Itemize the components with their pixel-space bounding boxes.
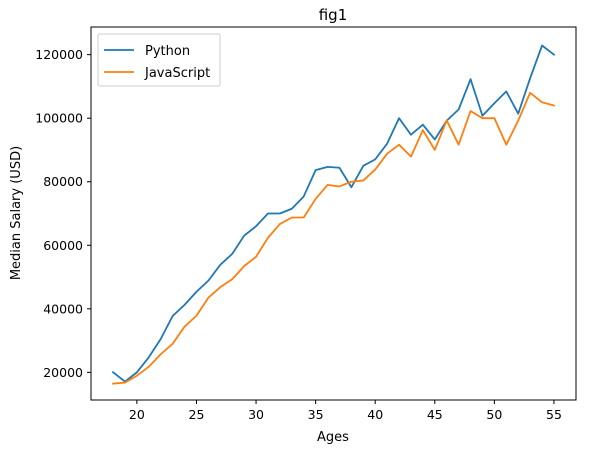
x-tick-label: 50 <box>486 407 502 422</box>
chart-title: fig1 <box>319 6 348 24</box>
plot-frame <box>90 26 577 401</box>
y-axis-label: Median Salary (USD) <box>9 146 24 280</box>
y-tick-label: 20000 <box>43 365 83 380</box>
x-axis-label: Ages <box>317 430 349 445</box>
x-tick-label: 45 <box>427 407 443 422</box>
y-tick-label: 40000 <box>43 301 83 316</box>
y-tick-label: 80000 <box>43 174 83 189</box>
x-tick-label: 20 <box>129 407 145 422</box>
y-axis: 20000 40000 60000 80000 100000 120000 <box>35 47 91 380</box>
x-tick-label: 35 <box>308 407 324 422</box>
series-layer <box>111 44 556 385</box>
x-tick-label: 55 <box>546 407 562 422</box>
y-tick-label: 100000 <box>35 111 83 126</box>
x-tick-label: 40 <box>367 407 383 422</box>
series-line-python <box>111 44 556 383</box>
legend: Python JavaScript <box>97 33 221 87</box>
series-line-javascript <box>112 91 556 385</box>
x-tick-label: 25 <box>189 407 205 422</box>
legend-label-javascript: JavaScript <box>144 66 210 81</box>
legend-label-python: Python <box>145 44 190 59</box>
y-tick-label: 60000 <box>43 238 83 253</box>
legend-box <box>97 33 221 87</box>
x-tick-label: 30 <box>248 407 264 422</box>
y-tick-label: 120000 <box>35 47 83 62</box>
x-axis: 20 25 30 35 40 45 50 55 <box>129 400 562 422</box>
